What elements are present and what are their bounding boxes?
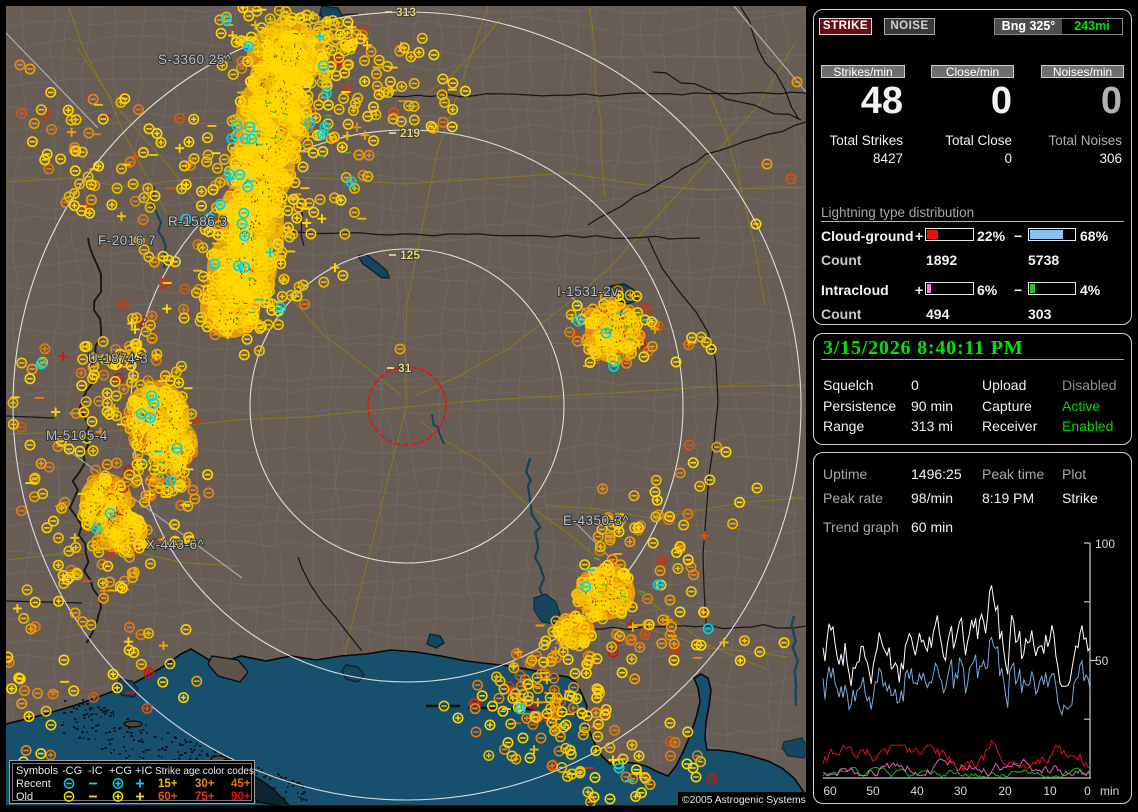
svg-text:M-5105-4: M-5105-4 xyxy=(46,428,108,443)
svg-text:-IC: -IC xyxy=(88,765,103,777)
svg-text:90+: 90+ xyxy=(231,791,251,803)
svg-text:E-4350-3^: E-4350-3^ xyxy=(563,513,630,528)
svg-text:10: 10 xyxy=(1043,784,1057,798)
svg-text:31: 31 xyxy=(398,361,412,375)
svg-text:Old: Old xyxy=(16,791,33,803)
svg-text:45+: 45+ xyxy=(231,778,251,790)
svg-text:I-1531-2v: I-1531-2v xyxy=(557,284,619,299)
svg-text:60: 60 xyxy=(823,784,837,798)
svg-text:-CG: -CG xyxy=(62,765,82,777)
svg-text:min: min xyxy=(1100,784,1119,798)
svg-text:15+: 15+ xyxy=(158,778,178,790)
svg-text:125: 125 xyxy=(400,248,420,262)
svg-text:219: 219 xyxy=(400,126,420,140)
svg-text:©2005 Astrogenic Systems: ©2005 Astrogenic Systems xyxy=(682,795,806,806)
svg-text:+IC: +IC xyxy=(135,765,152,777)
svg-text:R-1586 3: R-1586 3 xyxy=(168,214,228,229)
svg-text:Recent: Recent xyxy=(16,778,51,790)
svg-text:30+: 30+ xyxy=(195,778,215,790)
svg-text:Symbols: Symbols xyxy=(16,765,59,777)
svg-text:50: 50 xyxy=(866,784,880,798)
svg-text:+CG: +CG xyxy=(109,765,132,777)
svg-text:75+: 75+ xyxy=(195,791,215,803)
svg-text:F-2016 7: F-2016 7 xyxy=(98,233,156,248)
svg-text:U-1874-3: U-1874-3 xyxy=(88,351,148,366)
svg-text:20: 20 xyxy=(998,784,1012,798)
svg-text:30: 30 xyxy=(954,784,968,798)
svg-text:50: 50 xyxy=(1095,654,1109,668)
svg-text:100: 100 xyxy=(1095,537,1115,551)
svg-text:Strike age color codes: Strike age color codes xyxy=(155,766,254,777)
svg-text:313: 313 xyxy=(396,6,416,19)
svg-text:0: 0 xyxy=(1084,784,1091,798)
svg-text:X-443-6^: X-443-6^ xyxy=(146,537,205,552)
svg-text:S-3360 25^: S-3360 25^ xyxy=(158,52,232,67)
svg-text:60+: 60+ xyxy=(158,791,178,803)
svg-text:40: 40 xyxy=(910,784,924,798)
